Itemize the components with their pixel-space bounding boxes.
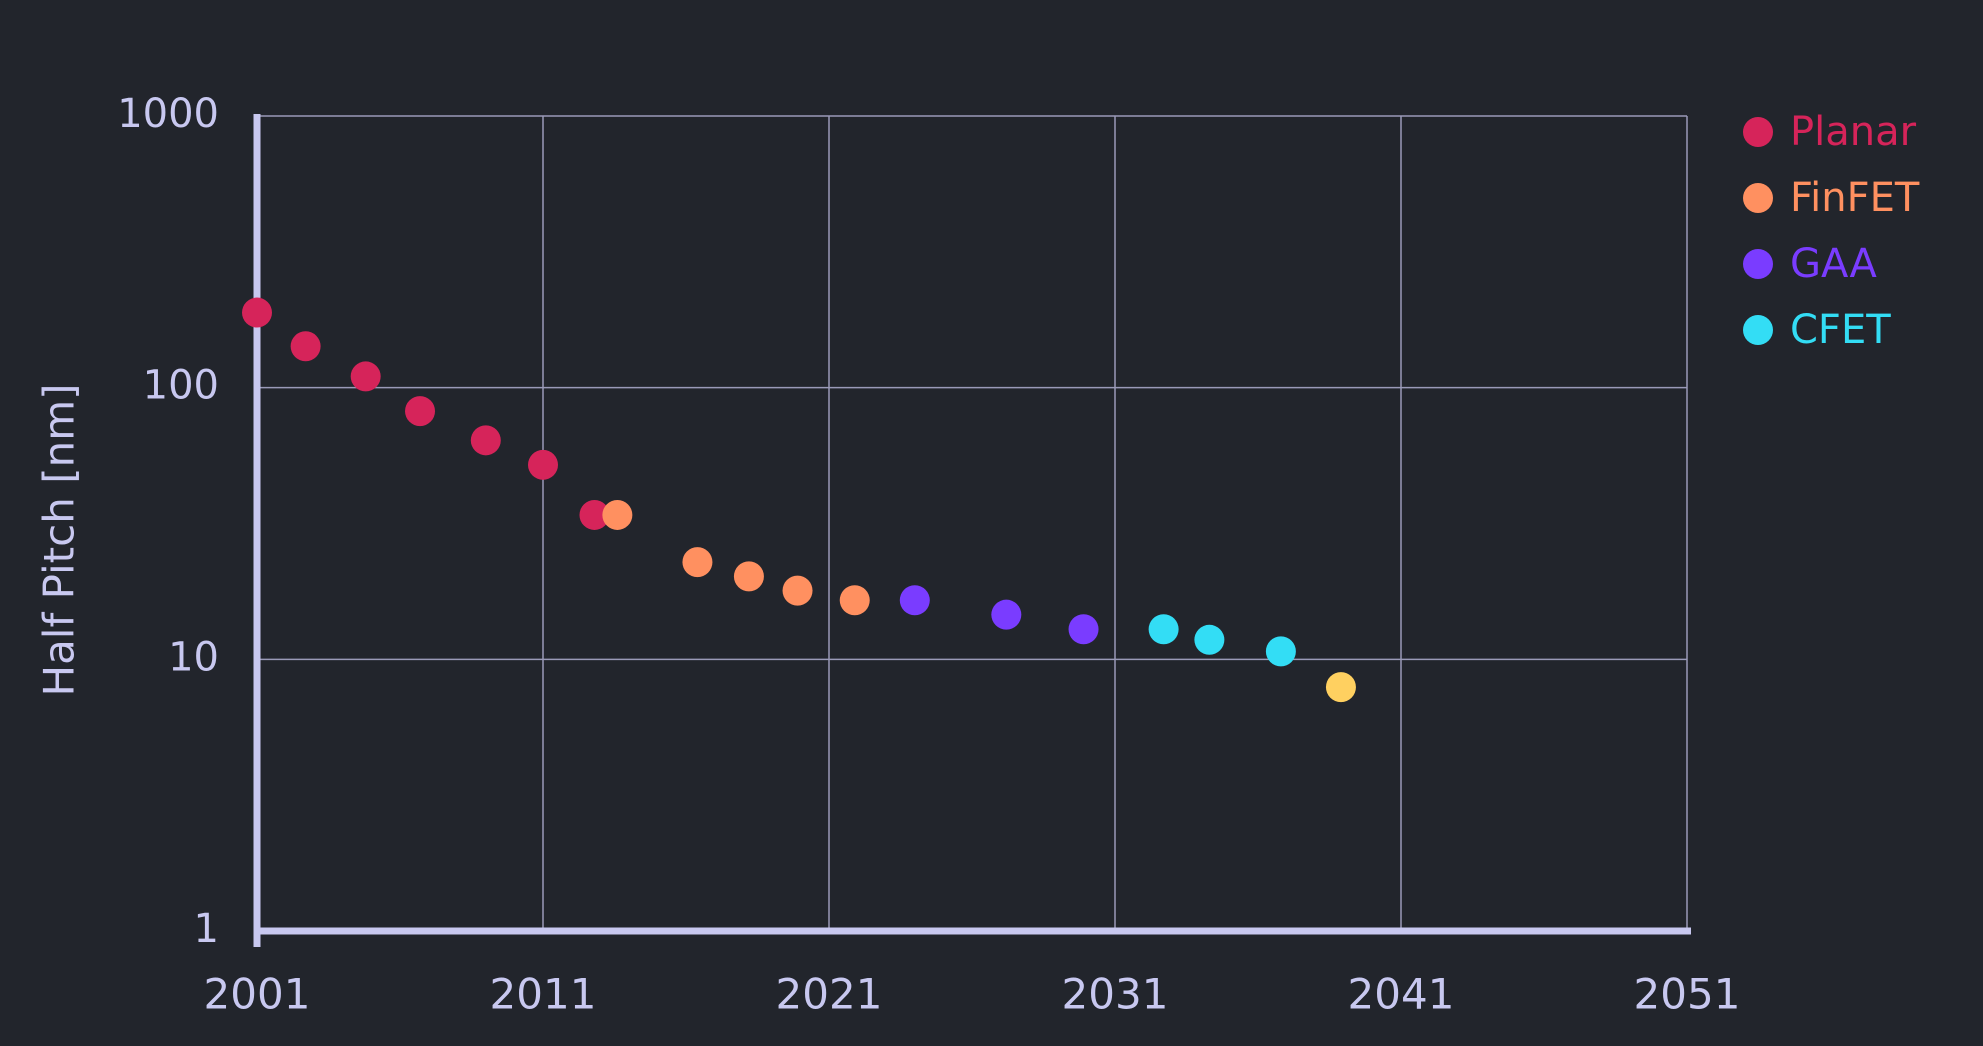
data-point bbox=[1194, 624, 1225, 655]
y-tick-label: 1 bbox=[194, 906, 219, 952]
legend-label: FinFET bbox=[1790, 175, 1920, 221]
y-tick-label: 10 bbox=[168, 634, 219, 680]
legend-label: GAA bbox=[1790, 241, 1877, 287]
data-point bbox=[1325, 672, 1356, 703]
data-point bbox=[991, 599, 1022, 630]
legend-label: CFET bbox=[1790, 307, 1891, 353]
x-tick-label: 2041 bbox=[1348, 970, 1455, 1019]
data-point bbox=[1148, 614, 1179, 645]
legend-label: Planar bbox=[1790, 109, 1917, 155]
legend-marker bbox=[1743, 183, 1773, 213]
data-point bbox=[733, 561, 764, 592]
data-point bbox=[528, 449, 558, 480]
legend-marker bbox=[1743, 315, 1773, 345]
data-point bbox=[470, 425, 501, 456]
legend-marker bbox=[1743, 249, 1773, 279]
data-point bbox=[242, 297, 272, 328]
data-point bbox=[782, 575, 813, 606]
x-tick-label: 2021 bbox=[776, 970, 883, 1019]
data-point bbox=[1265, 636, 1296, 667]
data-point bbox=[682, 547, 713, 578]
data-point bbox=[350, 361, 381, 392]
data-point bbox=[899, 585, 930, 616]
x-tick-label: 2011 bbox=[490, 970, 597, 1019]
y-axis-title: Half Pitch [nm] bbox=[35, 383, 84, 696]
x-tick-label: 2051 bbox=[1634, 970, 1741, 1019]
legend-marker bbox=[1743, 117, 1773, 147]
data-point bbox=[602, 499, 633, 530]
x-tick-label: 2001 bbox=[204, 970, 311, 1019]
y-tick-label: 100 bbox=[143, 363, 219, 409]
y-tick-label: 1000 bbox=[117, 91, 219, 137]
data-point bbox=[290, 331, 321, 362]
data-point bbox=[579, 499, 610, 530]
data-point bbox=[1068, 614, 1099, 645]
data-point bbox=[405, 396, 436, 427]
x-tick-label: 2031 bbox=[1062, 970, 1169, 1019]
data-point bbox=[839, 585, 870, 616]
